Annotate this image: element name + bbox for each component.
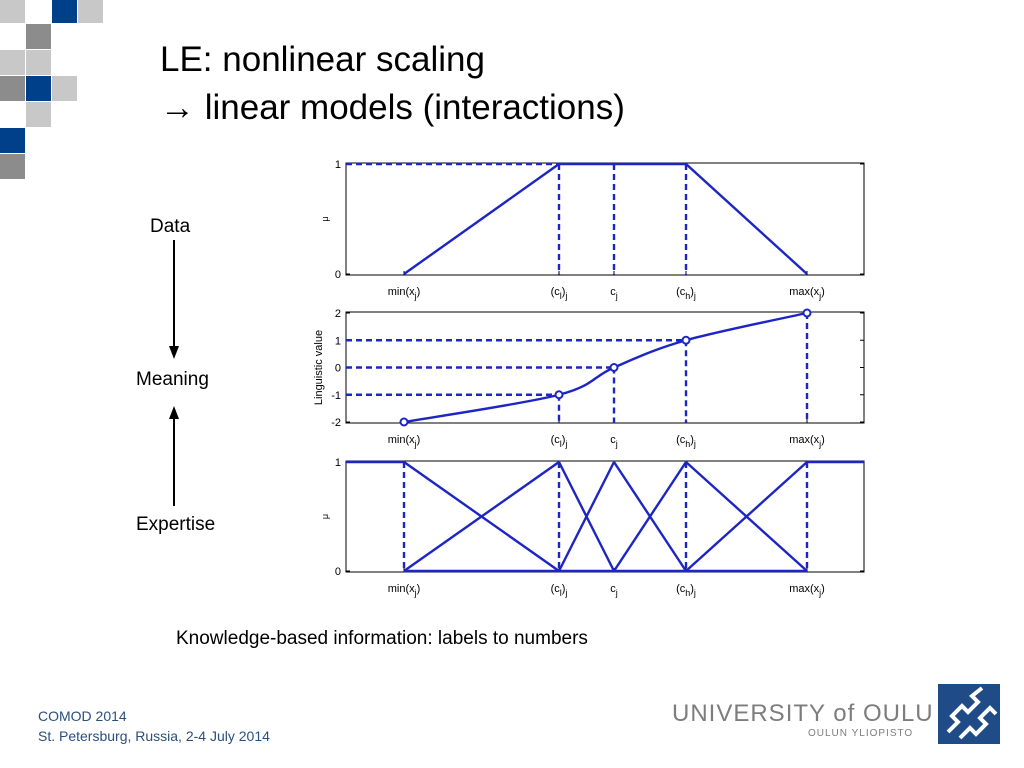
y-tick-label: 2 [335,308,341,320]
data-point [681,335,691,345]
decorative-square [52,76,77,101]
y-axis-label: μ [320,514,330,519]
x-tick-label: (cl)j [551,286,568,301]
figure-caption: Knowledge-based information: labels to n… [176,628,588,649]
x-tick-label: (ch)j [676,583,696,598]
decorative-square [26,50,51,75]
x-tick-label: (cl)j [551,583,568,598]
x-tick-label: max(xj) [789,434,825,449]
label-data: Data [150,216,191,237]
university-logo-icon [938,684,1000,744]
decorative-square [26,76,51,101]
decorative-square [0,50,25,75]
y-tick-label: -1 [331,390,341,402]
decorative-square [26,102,51,127]
y-axis-label: μ [320,216,330,221]
y-tick-label: -2 [331,417,341,429]
data-point [609,363,619,372]
arrow-up-icon [169,406,179,506]
university-subname: OULUN YLIOPISTO [808,728,914,739]
slide-title-line2: → linear models (interactions) [160,88,625,127]
y-tick-label: 1 [335,159,341,171]
decorative-square [52,0,77,23]
y-tick-label: 0 [335,269,341,281]
y-tick-label: 1 [335,335,341,347]
x-tick-label: max(xj) [789,286,825,301]
series-line [403,461,616,572]
x-tick-label: cj [610,434,618,449]
series-line [403,311,808,424]
x-tick-label: (cl)j [551,434,568,449]
x-tick-label: (ch)j [676,286,696,301]
y-axis-label: Linguistic value [313,330,325,405]
label-expertise: Expertise [136,514,216,535]
university-name: UNIVERSITY of OULU [672,700,934,727]
data-point [802,308,812,318]
x-tick-label: cj [610,583,618,598]
footer-location: St. Petersburg, Russia, 2-4 July 2014 [38,728,270,744]
y-tick-label: 0 [335,566,341,578]
series-line [346,460,560,572]
plot-frame [345,311,865,424]
decorative-square [78,0,103,23]
x-tick-label: max(xj) [789,583,825,598]
decorative-square [0,128,25,153]
decorative-square [0,0,25,23]
y-tick-label: 1 [335,457,341,469]
footer-conference: COMOD 2014 [38,708,127,724]
x-tick-label: min(xj) [388,583,421,598]
series-line [557,461,688,572]
data-point [554,390,564,400]
decorative-square [26,24,51,49]
y-tick-label: 0 [335,363,341,375]
x-tick-label: (ch)j [676,434,696,449]
x-tick-label: cj [610,286,618,301]
series-line [612,461,808,572]
charts-figure: 0 1 μ min(xj) (cl)j cj (ch)j max(xj) -2 -1 0 1 2 Ling… [313,159,865,598]
x-tick-label: min(xj) [388,434,421,449]
x-tick-label: min(xj) [388,286,421,301]
series-line [685,460,864,572]
data-point [399,417,409,427]
slide-title-line1: LE: nonlinear scaling [160,40,485,79]
decorative-square [0,76,25,101]
arrow-down-icon [169,240,179,359]
plot-frame [345,162,865,276]
label-meaning: Meaning [136,369,209,390]
decorative-square [0,154,25,179]
series-line [403,162,808,275]
